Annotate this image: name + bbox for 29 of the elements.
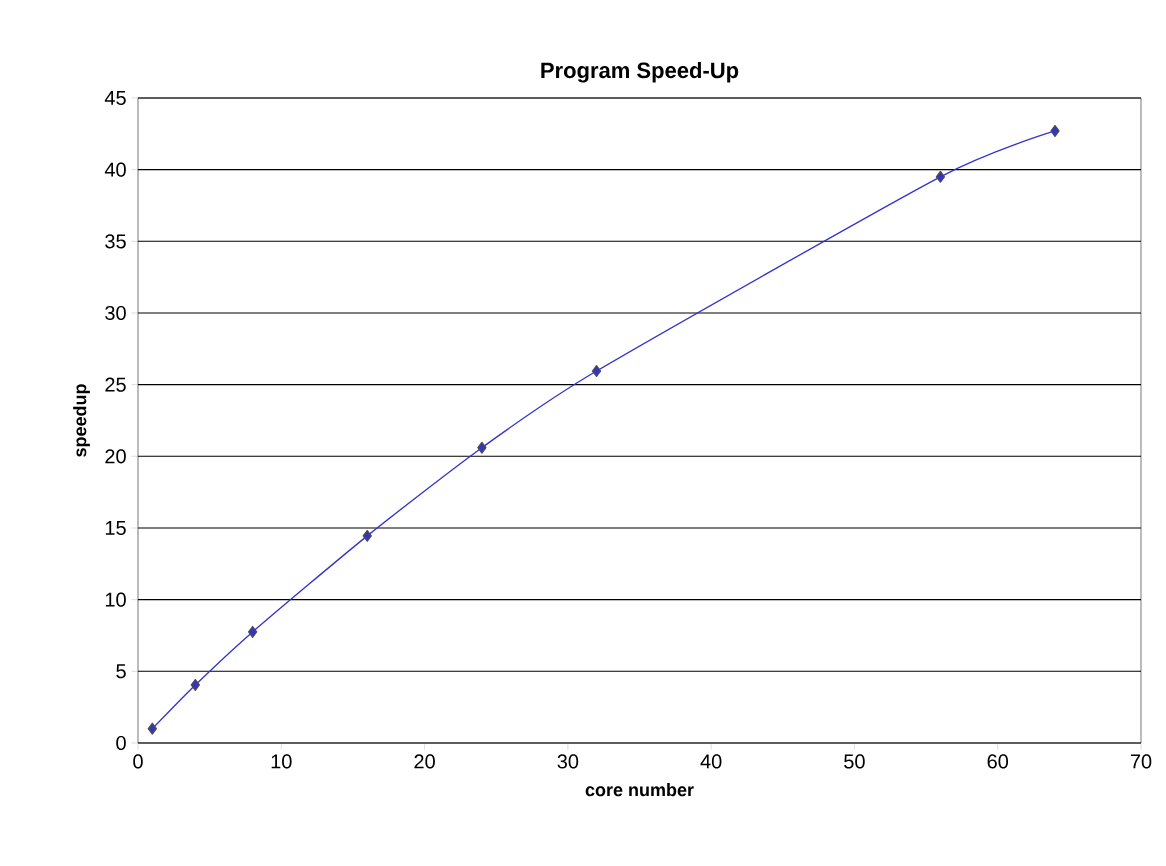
y-tick-label: 15 (105, 521, 126, 535)
x-tick-label: 70 (1130, 754, 1152, 769)
x-tick-label: 10 (271, 754, 292, 769)
y-tick-label: 25 (105, 377, 126, 392)
y-tick-label: 45 (104, 91, 126, 105)
point (147, 722, 158, 735)
point (247, 625, 258, 638)
point (477, 441, 487, 454)
x-tick-label: 40 (700, 754, 722, 769)
point (362, 529, 372, 542)
y-tick-label: 20 (105, 449, 126, 464)
chart-title: Program Speed-Up (541, 62, 739, 83)
y-tick-label: 0 (116, 735, 126, 751)
y-axis-title: speedup (73, 384, 90, 457)
x-tick-label: 50 (844, 754, 865, 769)
y-tick-label: 30 (105, 305, 126, 321)
x-tick-label: 30 (557, 754, 579, 769)
x-axis-title: core number (585, 783, 694, 797)
y-tick-label: 5 (116, 664, 126, 679)
x-tick-label: 20 (414, 754, 435, 769)
point (935, 170, 946, 183)
x-tick-label: 60 (987, 754, 1009, 769)
y-tick-label: 35 (105, 234, 126, 249)
y-tick-label: 10 (105, 592, 126, 607)
point (591, 365, 602, 378)
x-tick-label: 0 (133, 754, 143, 769)
point (1050, 124, 1060, 137)
point (190, 678, 200, 691)
y-tick-label: 40 (104, 162, 126, 177)
